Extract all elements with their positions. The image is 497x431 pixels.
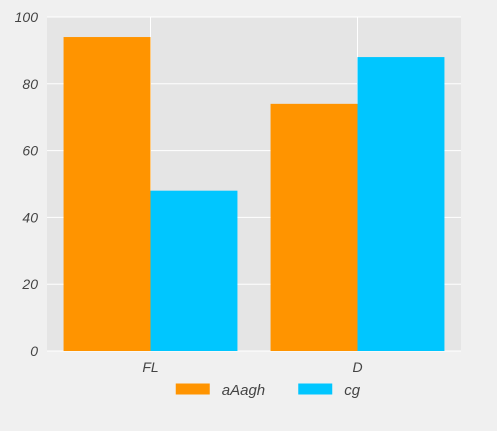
legend: aAagh cg (175, 382, 361, 399)
legend-label: aAagh (222, 382, 265, 399)
y-tick-label: 80 (22, 76, 38, 92)
y-tick-label: 60 (22, 143, 38, 159)
y-axis-tick-labels: 0 20 40 60 80 100 (15, 9, 39, 359)
x-tick-label: FL (142, 359, 158, 375)
y-tick-label: 20 (21, 276, 38, 292)
y-tick-label: 40 (22, 209, 38, 225)
x-axis-tick-labels: FL D (142, 359, 362, 375)
bar-cg-d (357, 57, 445, 352)
y-tick-label: 0 (30, 343, 38, 359)
bars (63, 37, 445, 352)
legend-swatch (175, 383, 210, 395)
legend-label: cg (344, 382, 361, 399)
x-tick-label: D (352, 359, 362, 375)
bar-aaagh-d (270, 103, 358, 351)
y-tick-label: 100 (15, 9, 39, 25)
legend-swatch (298, 383, 333, 395)
bar-aaagh-fl (63, 37, 151, 351)
bar-cg-fl (150, 190, 238, 351)
